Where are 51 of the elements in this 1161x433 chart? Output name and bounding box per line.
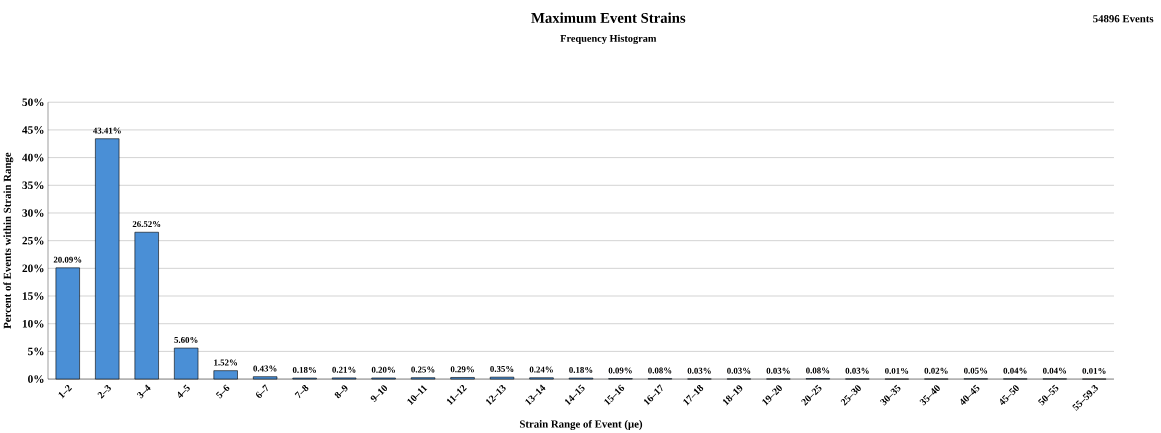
y-tick-label: 35%: [22, 181, 44, 190]
x-tick-label: 7–8: [294, 384, 309, 399]
data-label: 0.21%: [332, 366, 356, 373]
data-label: 0.35%: [490, 365, 514, 372]
y-tick-label: 25%: [22, 236, 44, 245]
data-label: 0.02%: [924, 367, 948, 374]
x-tick-label: 4–5: [177, 384, 190, 398]
data-label: 0.25%: [411, 366, 435, 373]
x-tick-label: 3–4: [136, 384, 151, 399]
y-tick-label: 30%: [22, 209, 44, 217]
y-tick-label: 50%: [22, 98, 44, 106]
y-tick-label: 0%: [28, 375, 44, 383]
data-label: 0.09%: [608, 367, 632, 374]
data-label: 0.05%: [963, 367, 988, 374]
data-label: 0.03%: [845, 367, 869, 374]
data-label: 0.24%: [529, 366, 553, 373]
data-label: 0.04%: [1003, 367, 1027, 374]
data-label: 0.03%: [687, 367, 711, 374]
data-label: 0.01%: [1082, 367, 1106, 374]
data-label: 0.20%: [371, 366, 395, 373]
chart-subtitle: Frequency Histogram: [560, 34, 657, 44]
y-tick-label: 10%: [22, 319, 44, 328]
x-tick-label: 5–6: [215, 384, 230, 399]
data-label: 0.04%: [1042, 367, 1067, 374]
data-label: 26.52%: [132, 221, 161, 228]
data-label: 0.43%: [253, 365, 277, 372]
data-label: 20.09%: [53, 256, 82, 263]
x-axis-title: Strain Range of Event (µe): [519, 419, 643, 430]
y-tick-label: 5%: [28, 347, 44, 356]
data-label: 1.52%: [214, 359, 237, 366]
data-label: 0.01%: [885, 367, 909, 374]
x-tick-label: 6–7: [256, 384, 268, 398]
data-label: 5.60%: [174, 336, 198, 343]
data-label: 0.03%: [727, 367, 751, 374]
x-tick-label: 8–9: [334, 385, 348, 399]
y-tick-label: 20%: [22, 264, 44, 273]
data-label: 0.18%: [292, 366, 316, 373]
text: 54896 Events: [1093, 14, 1154, 23]
x-tick-label: 1–2: [58, 384, 73, 399]
y-axis-title: Percent of Events within Strain Range: [3, 152, 14, 329]
y-tick-label: 15%: [22, 292, 44, 300]
data-label: 0.08%: [648, 367, 672, 374]
data-label: 0.03%: [766, 367, 790, 374]
data-label: 0.08%: [806, 367, 830, 374]
data-label: 43.41%: [93, 127, 121, 134]
data-label: 0.29%: [450, 366, 474, 373]
y-tick-label: 45%: [22, 125, 44, 134]
y-tick-label: 40%: [22, 153, 44, 162]
x-tick-label: 2–3: [97, 384, 111, 399]
data-label: 0.18%: [569, 366, 593, 373]
chart-title: Maximum Event Strains: [531, 12, 686, 23]
